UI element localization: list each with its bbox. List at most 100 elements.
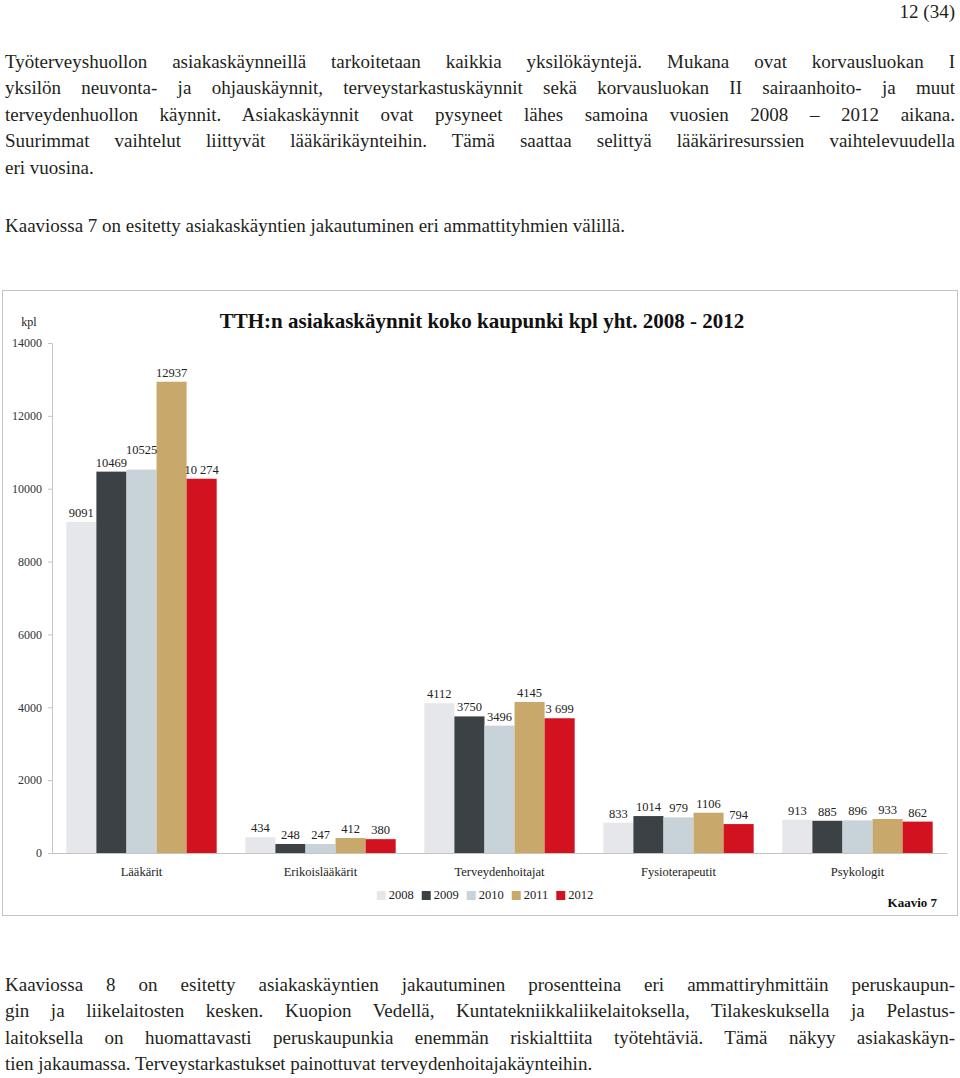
- tick-label: 10000: [12, 482, 42, 496]
- legend-label: 2012: [568, 888, 593, 902]
- bar: [245, 837, 275, 853]
- tick: Fysioterapeutit: [641, 853, 717, 879]
- text-line: laitoksella on huomattavasti peruskaupun…: [5, 1025, 955, 1052]
- bar: [484, 726, 514, 853]
- tick-label: 4000: [18, 701, 42, 715]
- tick: Terveydenhoitajat: [454, 853, 545, 879]
- tick: 2000: [18, 773, 52, 787]
- bar: [157, 382, 187, 853]
- bar: [275, 844, 305, 853]
- legend-swatch: [377, 891, 386, 900]
- data-label: 412: [341, 822, 360, 836]
- y-axis-title: kpl: [21, 315, 37, 329]
- bar: [724, 824, 754, 853]
- bar: [633, 816, 663, 853]
- bar: [545, 718, 575, 853]
- bar: [366, 839, 396, 853]
- data-label: 3750: [457, 700, 482, 714]
- text-line: terveydenhuollon käynnit. Asiakaskäynnit…: [5, 102, 955, 129]
- legend-label: 2008: [389, 888, 414, 902]
- bar: [694, 813, 724, 853]
- data-label: 862: [908, 806, 927, 820]
- tick-label: 12000: [12, 409, 42, 423]
- data-labels: 909110469105251293710 274434248247412380…: [69, 366, 927, 842]
- chart-annotation: Kaavio 7: [888, 895, 938, 910]
- tick: Erikoislääkärit: [284, 853, 358, 879]
- data-label: 9091: [69, 506, 94, 520]
- bar: [336, 838, 366, 853]
- data-label: 3 699: [546, 702, 574, 716]
- axis-line: [48, 344, 53, 854]
- data-label: 833: [609, 807, 628, 821]
- legend-swatch: [512, 891, 521, 900]
- tick: 4000: [18, 701, 52, 715]
- legend-label: 2010: [479, 888, 504, 902]
- chart-title: TTH:n asiakaskäynnit koko kaupunki kpl y…: [220, 309, 745, 333]
- data-label: 380: [371, 823, 390, 837]
- tick-mark: [48, 634, 52, 635]
- bar: [96, 472, 126, 853]
- data-label: 1014: [636, 800, 662, 814]
- page-number: 12 (34): [900, 0, 955, 24]
- data-label: 979: [669, 801, 688, 815]
- legend-swatch: [422, 891, 431, 900]
- data-label: 4145: [517, 686, 542, 700]
- tick: 14000: [12, 336, 52, 350]
- tick: 0: [36, 846, 52, 860]
- data-label: 10525: [126, 443, 157, 457]
- legend-label: 2009: [434, 888, 459, 902]
- data-label: 913: [788, 804, 807, 818]
- tick-label: 8000: [18, 555, 42, 569]
- tick-mark: [48, 562, 52, 563]
- bar: [663, 817, 693, 853]
- data-label: 896: [848, 804, 867, 818]
- data-label: 794: [729, 808, 749, 822]
- tick-mark: [48, 416, 52, 417]
- tick-mark: [48, 853, 52, 854]
- data-label: 4112: [427, 687, 452, 701]
- bar: [903, 822, 933, 853]
- chart-frame: [3, 291, 958, 916]
- legend-item: 2010: [467, 888, 504, 902]
- tick: 12000: [12, 409, 52, 423]
- legend: 20082009201020112012: [377, 888, 594, 902]
- tick-label: Lääkärit: [121, 865, 163, 879]
- bar: [305, 844, 335, 853]
- data-label: 248: [281, 828, 300, 842]
- tick: 6000: [18, 628, 52, 642]
- data-label: 933: [878, 803, 897, 817]
- tick-label: 2000: [18, 773, 42, 787]
- bar: [515, 702, 545, 853]
- bar: [812, 821, 842, 853]
- data-label: 885: [818, 805, 837, 819]
- text-line: eri vuosina.: [5, 155, 955, 182]
- legend-item: 2009: [422, 888, 459, 902]
- bar: [873, 819, 903, 853]
- tick-label: Erikoislääkärit: [284, 865, 358, 879]
- tick-mark: [48, 343, 52, 344]
- legend-swatch: [556, 891, 565, 900]
- text-line: gin ja liikelaitosten kesken. Kuopion Ve…: [5, 998, 955, 1025]
- tick: Lääkärit: [121, 853, 163, 879]
- tick-label: 0: [36, 846, 42, 860]
- tick-label: Fysioterapeutit: [641, 865, 717, 879]
- y-axis: 0 2000 4000 6000 8000 10000 12000 14000: [12, 336, 53, 860]
- tick-label: Psykologit: [831, 865, 885, 879]
- data-label: 1106: [696, 797, 721, 811]
- bar: [66, 522, 96, 853]
- bar: [126, 470, 156, 853]
- tick-label: 14000: [12, 336, 42, 350]
- tick: 8000: [18, 555, 52, 569]
- bar: [424, 703, 454, 853]
- text-line: Kaaviossa 7 on esitetty asiakaskäyntien …: [5, 213, 955, 240]
- tick-mark: [48, 707, 52, 708]
- data-label: 10469: [96, 456, 127, 470]
- bar: [603, 823, 633, 853]
- tick-mark: [48, 489, 52, 490]
- data-label: 3496: [487, 710, 512, 724]
- tick-label: 6000: [18, 628, 42, 642]
- text-line: Kaaviossa 8 on esitetty asiakaskäyntien …: [5, 972, 955, 999]
- x-axis: Lääkärit Erikoislääkärit Terveydenhoitajat…: [53, 853, 948, 879]
- text-line: yksilön neuvonta- ja ohjauskäynnit, terv…: [5, 75, 955, 102]
- data-label: 10 274: [184, 463, 219, 477]
